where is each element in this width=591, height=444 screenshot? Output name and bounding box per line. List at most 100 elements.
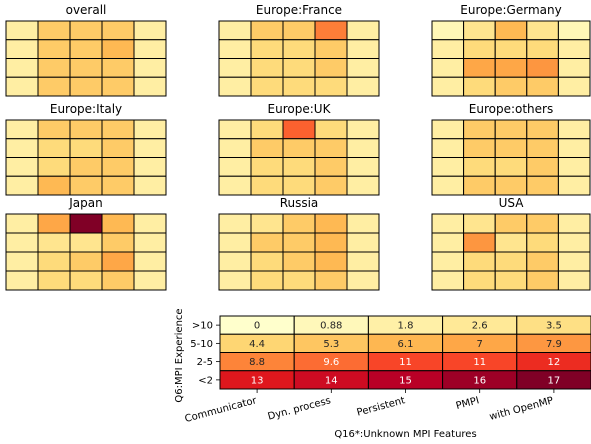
heatmap-cell	[101, 213, 135, 234]
x-tick-label: with OpenMP	[488, 395, 554, 423]
heatmap-cell	[557, 213, 591, 234]
heatmap-cell	[101, 175, 135, 196]
heatmap-cell	[463, 119, 496, 140]
heatmap-cell	[218, 251, 252, 272]
cell-value-label: 4.4	[249, 339, 265, 350]
heatmap-cell	[431, 213, 465, 234]
heatmap-cell	[463, 58, 496, 78]
x-tick-label: Dyn. process	[267, 395, 332, 422]
heatmap-cell	[5, 157, 39, 177]
heatmap-cell	[463, 138, 496, 158]
heatmap-cell	[69, 175, 103, 196]
heatmap-cell	[69, 138, 103, 158]
heatmap-cell	[346, 138, 380, 158]
heatmap-cell	[250, 213, 284, 234]
heatmap-cell	[133, 213, 167, 234]
heatmap-cell	[557, 119, 591, 140]
heatmap-cell	[101, 20, 135, 41]
heatmap-cell	[133, 232, 167, 253]
heatmap-cell	[431, 39, 465, 59]
heatmap-panel: USA	[431, 196, 591, 291]
heatmap-cell	[526, 58, 559, 78]
heatmap-cell	[37, 39, 71, 59]
heatmap-cell	[218, 175, 252, 196]
panel-title: Europe:others	[469, 102, 553, 116]
heatmap-panel: Europe:Italy	[5, 102, 167, 196]
cell-value-label: 11	[399, 357, 412, 368]
heatmap-cell	[314, 270, 348, 291]
heatmap-cell	[557, 20, 591, 41]
heatmap-cell	[5, 20, 39, 41]
heatmap-cell	[557, 58, 591, 78]
heatmap-cell	[133, 138, 167, 158]
heatmap-cell	[37, 138, 71, 158]
heatmap-cell	[5, 213, 39, 234]
heatmap-cell	[557, 175, 591, 196]
heatmap-cell	[5, 251, 39, 272]
heatmap-cell	[133, 119, 167, 140]
heatmap-cell	[463, 175, 496, 196]
heatmap-cell	[250, 58, 284, 78]
heatmap-cell	[314, 76, 348, 97]
heatmap-cell	[69, 157, 103, 177]
cell-value-label: 7.9	[546, 339, 562, 350]
heatmap-cell	[526, 175, 559, 196]
heatmap-cell	[250, 232, 284, 253]
heatmap-cell	[557, 76, 591, 97]
heatmap-cell	[494, 175, 528, 196]
heatmap-cell	[463, 157, 496, 177]
heatmap-cell	[133, 251, 167, 272]
cell-value-label: 6.1	[398, 339, 414, 350]
heatmap-cell	[250, 20, 284, 41]
heatmap-cell	[494, 270, 528, 291]
heatmap-cell	[69, 270, 103, 291]
x-tick-label: Persistent	[356, 395, 407, 418]
y-tick-label: <2	[198, 375, 213, 386]
heatmap-cell	[37, 232, 71, 253]
heatmap-cell	[101, 232, 135, 253]
heatmap-cell	[463, 76, 496, 97]
cell-value-label: 3.5	[546, 321, 562, 332]
heatmap-cell	[346, 157, 380, 177]
heatmap-cell	[133, 58, 167, 78]
heatmap-cell	[250, 270, 284, 291]
heatmap-panel: Europe:UK	[218, 102, 380, 196]
heatmap-cell	[37, 213, 71, 234]
heatmap-cell	[5, 138, 39, 158]
heatmap-cell	[282, 119, 316, 140]
heatmap-cell	[557, 39, 591, 59]
heatmap-cell	[494, 76, 528, 97]
heatmap-cell	[5, 270, 39, 291]
heatmap-cell	[133, 39, 167, 59]
heatmap-cell	[282, 251, 316, 272]
heatmap-cell	[346, 20, 380, 41]
heatmap-cell	[218, 157, 252, 177]
heatmap-cell	[218, 232, 252, 253]
heatmap-cell	[37, 251, 71, 272]
cell-value-label: 9.6	[323, 357, 339, 368]
heatmap-cell	[526, 39, 559, 59]
heatmap-cell	[282, 58, 316, 78]
heatmap-cell	[526, 138, 559, 158]
heatmap-cell	[37, 58, 71, 78]
heatmap-cell	[314, 58, 348, 78]
heatmap-cell	[526, 157, 559, 177]
heatmap-cell	[37, 157, 71, 177]
heatmap-cell	[218, 58, 252, 78]
heatmap-cell	[431, 251, 465, 272]
panel-title: Europe:France	[256, 3, 342, 17]
cell-value-label: 16	[473, 375, 486, 386]
heatmap-cell	[101, 39, 135, 59]
heatmap-cell	[5, 175, 39, 196]
heatmap-cell	[431, 157, 465, 177]
heatmap-cell	[314, 157, 348, 177]
heatmap-cell	[282, 20, 316, 41]
heatmap-cell	[346, 232, 380, 253]
heatmap-cell	[218, 20, 252, 41]
heatmap-cell	[463, 20, 496, 41]
heatmap-cell	[314, 251, 348, 272]
heatmap-panel: Russia	[218, 196, 380, 291]
cell-value-label: 15	[399, 375, 412, 386]
heatmap-cell	[37, 175, 71, 196]
